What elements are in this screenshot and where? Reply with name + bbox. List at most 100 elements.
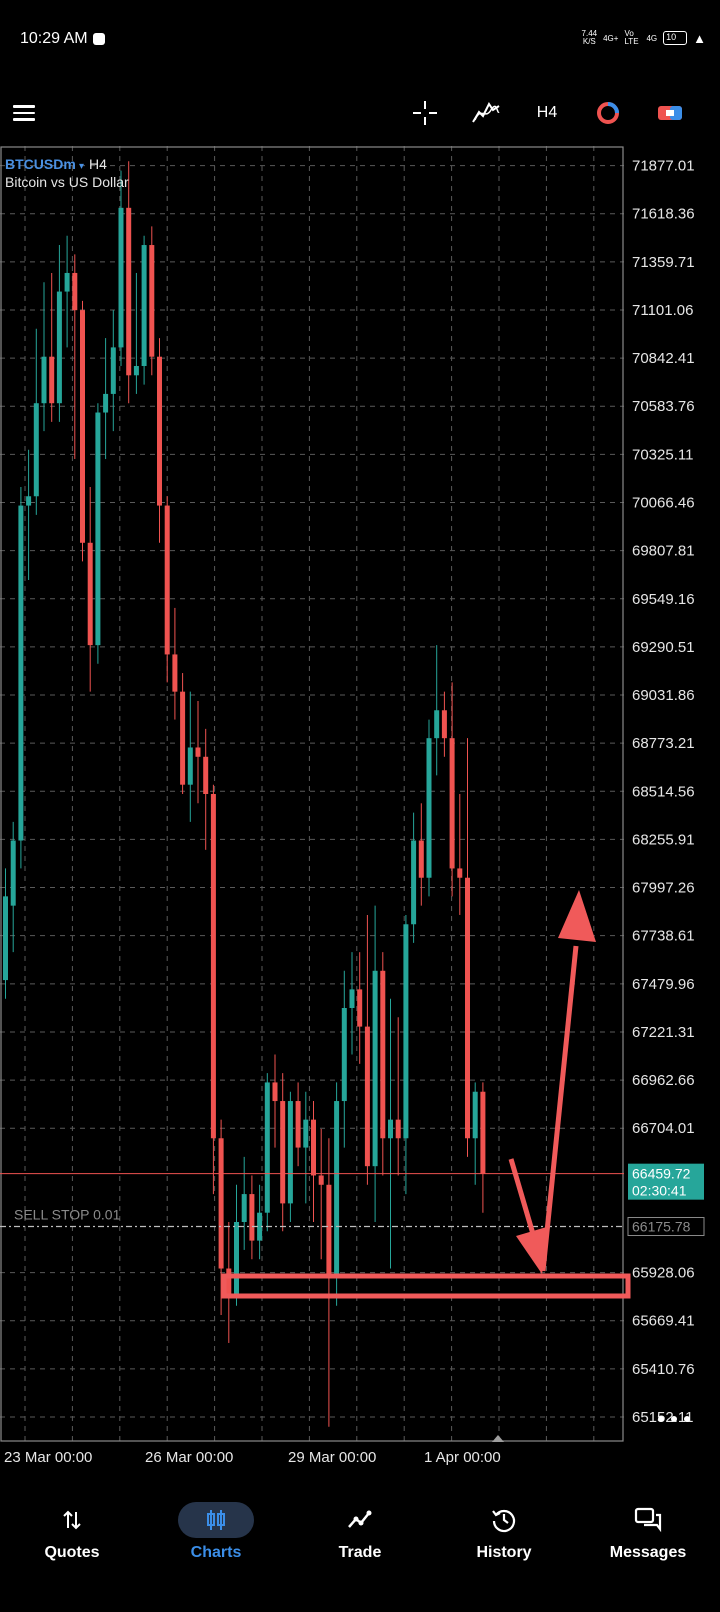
more-options-icon[interactable] xyxy=(658,1416,690,1422)
candle-body xyxy=(241,1194,247,1222)
candle-body xyxy=(457,868,463,878)
bull-candle xyxy=(110,310,116,432)
bull-candle xyxy=(95,403,101,664)
messages-icon xyxy=(610,1502,686,1538)
bear-candle xyxy=(280,1073,286,1232)
bear-candle xyxy=(72,254,78,460)
menu-icon[interactable] xyxy=(12,90,36,136)
candle-body xyxy=(380,970,386,1139)
candle-body xyxy=(295,1101,301,1148)
candle-body xyxy=(133,366,139,376)
bull-candle xyxy=(372,905,378,1222)
bull-candle xyxy=(141,235,147,385)
price-tick-label: 65669.41 xyxy=(632,1313,695,1330)
candle-body xyxy=(364,1026,370,1167)
chart-canvas[interactable]: 71877.01 71618.36 71359.71 71101.06 70842.41… xyxy=(0,146,720,1486)
candle-body xyxy=(3,896,8,981)
symbol-description: Bitcoin vs US Dollar xyxy=(5,174,129,190)
bear-candle xyxy=(164,496,170,683)
bull-candle xyxy=(26,449,32,580)
trade-icon xyxy=(322,1502,398,1538)
candle-body xyxy=(49,356,55,404)
plot-frame xyxy=(0,146,624,1442)
bear-candle xyxy=(449,682,455,897)
bull-candle xyxy=(472,1082,478,1185)
candle-body xyxy=(157,356,162,506)
bear-candle xyxy=(180,673,186,794)
nav-messages[interactable]: Messages xyxy=(576,1488,720,1612)
nav-messages-label: Messages xyxy=(609,1544,687,1561)
price-tick-label: 70583.76 xyxy=(632,398,695,415)
price-tick-label: 66704.01 xyxy=(632,1120,695,1137)
objects-icon[interactable] xyxy=(594,90,622,136)
candle-body xyxy=(80,310,85,543)
status-time: 10:29 AM xyxy=(20,30,88,47)
scroll-shift-marker-icon[interactable] xyxy=(492,1435,504,1442)
candle-body xyxy=(203,756,209,794)
candle-body xyxy=(326,1184,332,1278)
bull-candle xyxy=(334,1082,340,1306)
bear-candle xyxy=(311,1101,316,1222)
candle-body xyxy=(372,970,378,1167)
price-tick-label: 68773.21 xyxy=(632,735,695,752)
history-icon xyxy=(466,1502,542,1538)
candle-body xyxy=(318,1175,324,1185)
price-tick-label: 67479.96 xyxy=(632,976,695,993)
price-chart[interactable]: 71877.01 71618.36 71359.71 71101.06 70842.41… xyxy=(0,146,720,1486)
candle-body xyxy=(218,1138,224,1269)
trade-panel-icon[interactable] xyxy=(656,90,684,136)
bear-candle xyxy=(87,486,93,692)
candle-body xyxy=(18,505,24,841)
price-tick-label: 71877.01 xyxy=(632,158,695,175)
candle-body xyxy=(149,245,155,357)
nav-trade[interactable]: Trade xyxy=(288,1488,432,1612)
alert-icon: ▲ xyxy=(693,30,706,46)
nav-quotes-label: Quotes xyxy=(44,1544,100,1561)
bull-candle xyxy=(41,282,47,432)
bear-candle xyxy=(357,952,363,1064)
charts-icon xyxy=(178,1502,254,1538)
nav-charts[interactable]: Charts xyxy=(144,1488,288,1612)
bull-candle xyxy=(241,1156,247,1250)
candle-body xyxy=(465,877,470,1139)
candle-body xyxy=(33,403,39,497)
indicators-icon[interactable] xyxy=(470,90,502,136)
bear-candle xyxy=(126,161,132,404)
candle-body xyxy=(441,710,447,739)
price-tick-label: 71101.06 xyxy=(632,302,693,319)
sell-stop-price-badge xyxy=(627,1217,705,1237)
status-icons: 7.44 K/S 4G+ Vo LTE 4G 10 ▲ xyxy=(582,30,706,46)
candle-body xyxy=(280,1101,286,1204)
price-tick-label: 65410.76 xyxy=(632,1361,695,1378)
candle-body xyxy=(72,272,78,311)
candle-body xyxy=(64,272,70,292)
nav-history[interactable]: History xyxy=(432,1488,576,1612)
price-tick-label: 68514.56 xyxy=(632,783,695,800)
volte-label: Vo LTE xyxy=(624,29,639,46)
timeframe-button[interactable]: H4 xyxy=(536,104,558,121)
time-tick-label: 26 Mar 00:00 xyxy=(145,1449,233,1466)
candle-body xyxy=(480,1091,486,1174)
symbol-dropdown-icon[interactable]: ▾ xyxy=(79,161,84,172)
candle-body xyxy=(195,747,201,757)
nav-quotes[interactable]: Quotes xyxy=(0,1488,144,1612)
bull-candle xyxy=(33,328,39,515)
bear-candle xyxy=(318,1128,324,1260)
time-tick-label: 29 Mar 00:00 xyxy=(288,1449,376,1466)
price-tick-label: 67997.26 xyxy=(632,880,695,897)
time-tick-label: 1 Apr 00:00 xyxy=(424,1449,501,1466)
bear-candle xyxy=(210,784,216,1195)
candle-body xyxy=(26,496,32,506)
price-tick-label: 69290.51 xyxy=(632,639,695,656)
price-tick-label: 70066.46 xyxy=(632,495,695,512)
candle-body xyxy=(126,207,132,376)
bear-candle xyxy=(457,794,463,915)
bear-candle xyxy=(441,691,447,757)
candle-body xyxy=(349,989,355,1008)
symbol-label[interactable]: BTCUSDm xyxy=(5,156,76,172)
candle-body xyxy=(87,542,93,646)
bear-candle xyxy=(80,300,85,562)
bear-candle xyxy=(272,1054,278,1148)
crosshair-icon[interactable] xyxy=(410,90,440,136)
bull-candle xyxy=(56,245,62,422)
